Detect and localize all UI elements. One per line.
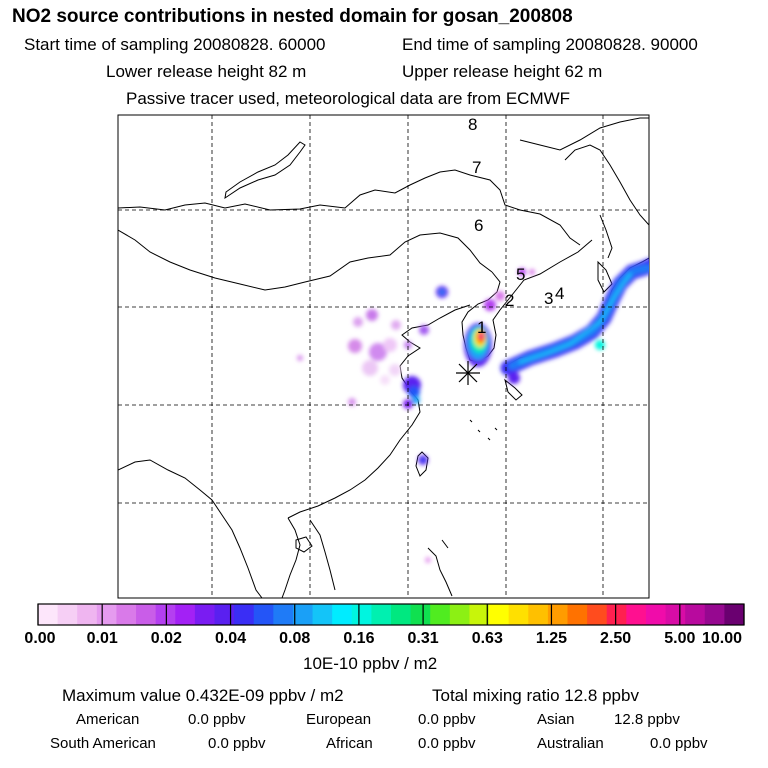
colorbar-cell <box>587 604 608 625</box>
colorbar-cell <box>508 604 529 625</box>
concentration-field <box>297 258 649 563</box>
colorbar-unit-label: 10E-10 ppbv / m2 <box>303 654 438 673</box>
colorbar-cell <box>489 604 510 625</box>
region-south-american-value: 0.0 ppbv <box>208 735 266 752</box>
trajectory-label-4: 4 <box>555 284 564 303</box>
colorbar-cell <box>312 604 333 625</box>
colorbar-tick-label: 1.25 <box>535 630 568 647</box>
maximum-value-label: Maximum value 0.432E-09 ppbv / m2 <box>62 686 344 705</box>
colorbar-tick-label: 0.02 <box>150 630 182 647</box>
colorbar-cell <box>606 604 627 625</box>
start-time-label: Start time of sampling 20080828. 60000 <box>24 35 326 54</box>
colorbar-cell <box>175 604 196 625</box>
colorbar-tick-label: 0.16 <box>343 630 375 647</box>
colorbar-cell <box>685 604 706 625</box>
region-european-name: European <box>306 711 372 728</box>
region-asian-name: Asian <box>537 711 575 728</box>
colorbar-tick-label: 0.08 <box>279 630 311 647</box>
colorbar-tick-label: 0.63 <box>471 630 503 647</box>
colorbar-cell <box>273 604 294 625</box>
trajectory-label-3: 3 <box>544 289 553 308</box>
trajectory-label-6: 6 <box>474 216 483 235</box>
colorbar-cell <box>96 604 117 625</box>
region-australian-name: Australian <box>537 735 604 752</box>
colorbar-cell <box>371 604 392 625</box>
graticule <box>118 115 649 598</box>
colorbar-cell <box>57 604 78 625</box>
end-time-label: End time of sampling 20080828. 90000 <box>402 35 698 54</box>
colorbar-cell <box>77 604 98 625</box>
tracer-note: Passive tracer used, meteorological data… <box>126 89 571 108</box>
colorbar-cell <box>469 604 490 625</box>
colorbar-cell <box>665 604 686 625</box>
colorbar-cell <box>292 604 314 625</box>
colorbar-cell <box>626 604 647 625</box>
colorbar-cell <box>332 604 353 625</box>
colorbar-cell <box>528 604 549 625</box>
region-australian-value: 0.0 ppbv <box>650 735 708 752</box>
colorbar-tick-label: 10.00 <box>701 630 743 647</box>
colorbar-tick-label: 5.00 <box>664 630 696 647</box>
colorbar-cell <box>704 604 725 625</box>
lower-release-height-label: Lower release height 82 m <box>106 62 307 81</box>
trajectory-label-5: 5 <box>516 265 525 284</box>
receptor-marker-icon <box>456 361 480 385</box>
colorbar-cell <box>724 604 745 625</box>
region-asian-value: 12.8 ppbv <box>614 711 680 728</box>
colorbar-tick-label: 0.00 <box>24 630 56 647</box>
region-south-american-name: South American <box>50 735 156 752</box>
trajectory-label-7: 7 <box>472 158 481 177</box>
colorbar-tick-label: 0.31 <box>407 630 439 647</box>
upper-release-height-label: Upper release height 62 m <box>402 62 603 81</box>
colorbar-cell <box>234 604 255 625</box>
colorbar-cell <box>136 604 157 625</box>
region-american-value: 0.0 ppbv <box>188 711 246 728</box>
region-african-name: African <box>326 735 373 752</box>
trajectory-label-1: 1 <box>477 318 486 337</box>
colorbar-cell <box>567 604 588 625</box>
colorbar-cell <box>155 604 176 625</box>
colorbar-cell <box>351 604 372 625</box>
region-african-value: 0.0 ppbv <box>418 735 476 752</box>
colorbar-tick-label: 0.01 <box>86 630 118 647</box>
colorbar-tick-label: 2.50 <box>600 630 632 647</box>
colorbar-tick-label: 0.04 <box>214 630 247 647</box>
colorbar-cell <box>391 604 412 625</box>
map-title: NO2 source contributions in nested domai… <box>12 6 573 27</box>
colorbar-cell <box>547 604 568 625</box>
total-mixing-ratio-label: Total mixing ratio 12.8 ppbv <box>432 686 639 705</box>
region-american-name: American <box>76 711 140 728</box>
colorbar-cell <box>214 604 235 625</box>
colorbar-cell <box>38 604 59 625</box>
trajectory-label-2: 2 <box>505 291 514 310</box>
colorbar-cell <box>410 604 431 625</box>
region-european-value: 0.0 ppbv <box>418 711 476 728</box>
colorbar-cell <box>194 604 215 625</box>
colorbar-cell <box>430 604 451 625</box>
trajectory-label-8: 8 <box>468 115 477 134</box>
colorbar-cell <box>116 604 137 625</box>
colorbar-cell <box>449 604 470 625</box>
colorbar-cell <box>253 604 274 625</box>
colorbar-cell <box>645 604 667 625</box>
